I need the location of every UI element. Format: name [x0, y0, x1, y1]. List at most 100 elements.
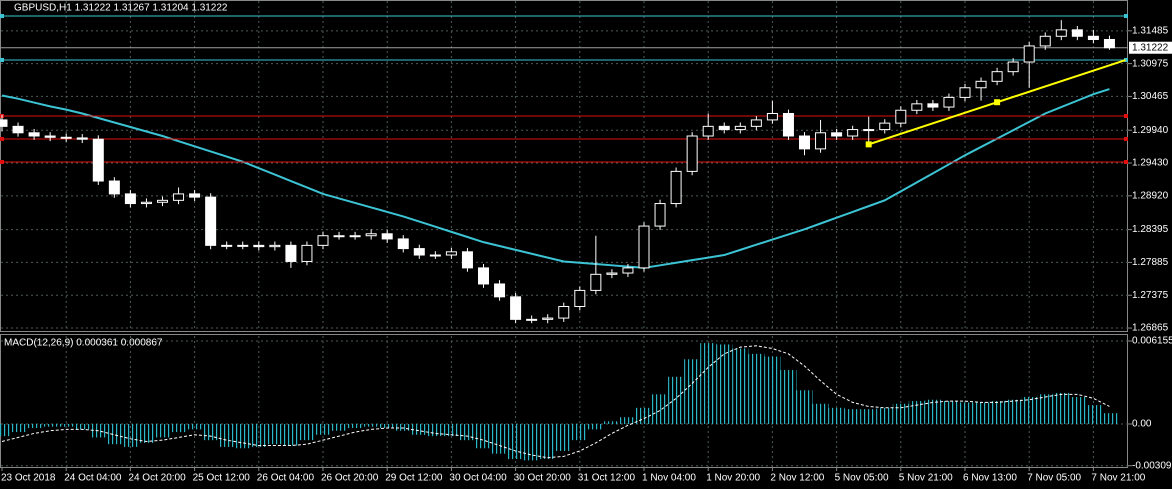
- candle-body: [943, 96, 955, 108]
- x-tick-label: 31 Oct 12:00: [578, 473, 636, 484]
- candle-body: [381, 233, 393, 240]
- y-tick-label: 1.31485: [1132, 25, 1169, 36]
- y-tick-label: 1.27885: [1132, 257, 1169, 268]
- candle-body: [333, 235, 345, 238]
- y-tick-label: 1.29940: [1132, 125, 1169, 136]
- candle-body: [12, 125, 24, 134]
- candle-body: [365, 233, 377, 237]
- macd-bar: [796, 390, 813, 424]
- macd-bar: [668, 376, 685, 424]
- candle-body: [317, 235, 329, 246]
- candle-body: [205, 196, 217, 246]
- candle-body: [108, 180, 120, 195]
- candle-body: [638, 225, 650, 269]
- current-price-label: 1.31222: [1132, 42, 1169, 53]
- x-tick-label: 25 Oct 12:00: [193, 473, 251, 484]
- candle-body: [157, 199, 168, 203]
- macd-bar: [908, 401, 925, 424]
- macd-bar: [844, 409, 861, 424]
- candle-body: [927, 103, 939, 108]
- candle-body: [397, 238, 409, 250]
- level-handle: [0, 136, 4, 141]
- candle-body: [1087, 35, 1099, 41]
- candle-body: [895, 109, 907, 124]
- macd-bar: [379, 423, 396, 429]
- macd-bar: [989, 401, 1006, 424]
- candle-body: [1071, 29, 1083, 37]
- macd-bar: [475, 423, 492, 449]
- macd-bar: [924, 399, 941, 424]
- level-handle: [1124, 136, 1128, 141]
- macd-bar: [1021, 397, 1038, 424]
- candle-body: [911, 103, 923, 111]
- macd-bar: [10, 423, 27, 433]
- macd-bar: [218, 423, 235, 447]
- macd-bar: [700, 343, 717, 424]
- macd-bar: [154, 423, 171, 438]
- candle-body: [606, 272, 618, 275]
- macd-bar: [138, 423, 155, 443]
- macd-bar: [1037, 394, 1054, 424]
- macd-bar: [266, 423, 283, 445]
- x-tick-label: 1 Nov 20:00: [706, 473, 760, 484]
- macd-bar: [363, 423, 380, 427]
- y-tick-label: -0.003096: [1132, 460, 1172, 471]
- candle-body: [686, 135, 698, 172]
- macd-bar: [812, 403, 829, 424]
- x-tick-label: 30 Oct 20:00: [514, 473, 572, 484]
- trendline-handle: [865, 141, 872, 148]
- y-tick-label: 1.28395: [1132, 224, 1169, 235]
- y-tick-label: 1.29430: [1132, 158, 1169, 169]
- candle-body: [766, 112, 778, 121]
- macd-bar: [443, 423, 460, 437]
- level-handle: [1124, 113, 1128, 118]
- y-tick-label: 0.006155: [1132, 336, 1172, 347]
- macd-bar: [250, 423, 267, 447]
- level-handle: [1124, 57, 1128, 62]
- current-price-box: [1129, 41, 1172, 54]
- candle-body: [173, 193, 185, 201]
- y-tick-label: 1.26865: [1132, 323, 1169, 334]
- candle-body: [92, 138, 104, 182]
- macd-bar: [571, 423, 588, 441]
- candle-body: [879, 122, 891, 131]
- level-handle: [0, 57, 4, 62]
- macd-bar: [170, 423, 187, 433]
- x-tick-label: 7 Nov 05:00: [1027, 473, 1081, 484]
- candle-body: [429, 254, 441, 257]
- y-tick-label: 1.30465: [1132, 91, 1169, 102]
- x-tick-label: 5 Nov 05:00: [835, 473, 889, 484]
- candle-body: [221, 244, 233, 247]
- macd-bar: [684, 359, 701, 424]
- macd-bar: [347, 423, 364, 429]
- candle-body: [831, 132, 843, 137]
- macd-bar: [1053, 392, 1070, 424]
- candle-body: [1055, 29, 1067, 37]
- candle-body: [782, 112, 794, 137]
- candle-body: [461, 251, 473, 269]
- macd-bar: [748, 353, 765, 424]
- macd-bar: [523, 423, 540, 461]
- macd-bar: [314, 423, 332, 435]
- macd-bar: [282, 423, 299, 446]
- candle-body: [991, 71, 1003, 82]
- candle-body: [590, 273, 602, 291]
- macd-bar: [555, 423, 572, 451]
- macd-bar: [876, 407, 893, 424]
- candle-body: [445, 251, 457, 256]
- macd-bar: [74, 423, 91, 430]
- x-tick-label: 23 Oct 2018: [1, 473, 56, 484]
- x-tick-label: 24 Oct 20:00: [128, 473, 186, 484]
- candle-body: [1039, 35, 1051, 47]
- candle-body: [478, 267, 489, 285]
- x-tick-label: 26 Oct 20:00: [321, 473, 379, 484]
- x-tick-label: 26 Oct 04:00: [257, 473, 315, 484]
- macd-bar: [58, 423, 75, 427]
- macd-bar: [892, 403, 909, 424]
- x-tick-label: 29 Oct 12:00: [385, 473, 443, 484]
- candle-body: [558, 305, 570, 319]
- candle-body: [654, 203, 666, 227]
- x-tick-label: 24 Oct 04:00: [64, 473, 122, 484]
- x-tick-label: 6 Nov 13:00: [963, 473, 1017, 484]
